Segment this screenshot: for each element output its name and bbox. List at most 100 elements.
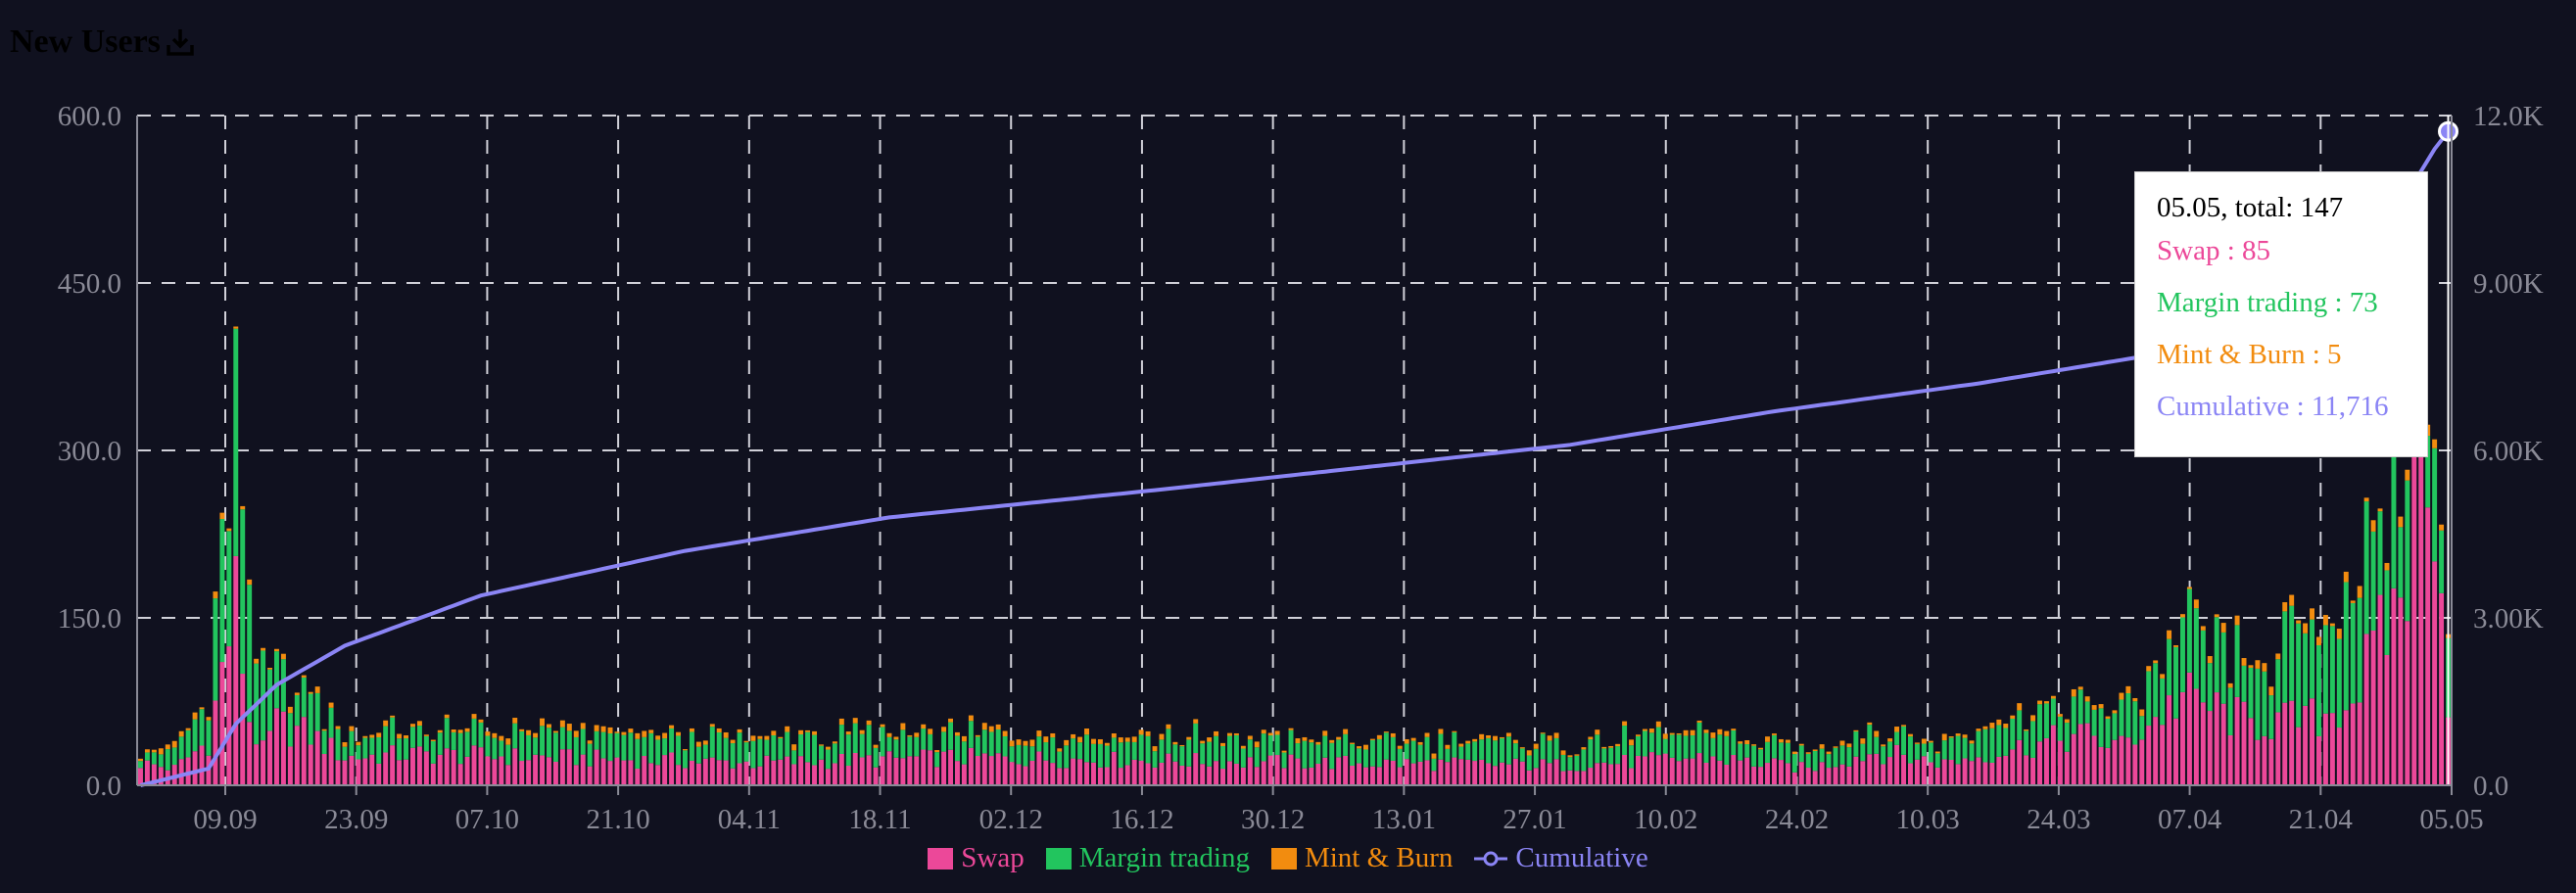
bar-swap [2384,654,2390,785]
bar-mint-burn [1696,720,1702,723]
bar-mint-burn [961,735,967,742]
bar-swap [1383,759,1389,785]
bar-swap [1758,767,1764,785]
bar-margin-trading [2282,611,2288,703]
bar-margin-trading [444,718,450,749]
bar-swap [383,752,389,785]
bar-swap [2370,631,2376,785]
bar-mint-burn [1710,732,1716,738]
legend-item-swap[interactable]: Swap [928,842,1025,874]
bar-swap [356,759,361,785]
bar-mint-burn [505,738,511,745]
bar-swap [1111,751,1117,785]
bar-margin-trading [642,736,647,757]
tooltip-mint: Mint & Burn : 5 [2157,339,2342,370]
bar-mint-burn [2119,692,2124,700]
bar-margin-trading [1636,735,1641,756]
bar-margin-trading [743,742,749,762]
bar-mint-burn [968,715,974,722]
bar-mint-burn [1601,746,1607,749]
bar-mint-burn [1887,738,1893,742]
bar-mint-burn [1057,748,1063,752]
bar-mint-burn [2329,623,2335,627]
bar-margin-trading [1438,733,1444,760]
bar-mint-burn [975,734,980,737]
bar-mint-burn [2214,614,2219,618]
legend-item-margin[interactable]: Margin trading [1045,842,1250,874]
bar-margin-trading [2220,632,2226,704]
bar-mint-burn [1778,738,1784,743]
bar-margin-trading [1833,747,1838,768]
bar-mint-burn [838,718,844,726]
bar-swap [1724,764,1730,785]
bar-swap [812,765,817,785]
bar-swap [2119,735,2124,785]
bar-margin-trading [995,728,1001,754]
bar-mint-burn [655,735,661,740]
bar-swap [1357,763,1361,785]
bar-swap [2363,634,2369,785]
bar-margin-trading [138,761,143,769]
download-icon[interactable] [165,26,196,58]
bar-swap [886,751,892,785]
bar-mint-burn [1281,750,1287,753]
bar-swap [2098,746,2104,785]
legend-item-cumulative[interactable]: Cumulative [1474,842,1648,874]
bar-mint-burn [2077,686,2083,690]
y-right-tick-label: 9.00K [2473,268,2544,300]
bar-margin-trading [614,732,620,758]
bar-mint-burn [2193,599,2199,609]
bar-swap [1309,767,1314,785]
bar-margin-trading [723,737,729,761]
bar-margin-trading [362,737,368,759]
bar-swap [1390,760,1396,785]
bar-mint-burn [1751,744,1757,746]
chart-title: New Users [10,24,161,60]
bar-margin-trading [1376,738,1382,768]
x-tick-label: 21.10 [586,804,649,835]
bar-mint-burn [1431,753,1437,759]
bar-swap [2105,747,2111,785]
bar-margin-trading [1601,748,1607,763]
bar-swap [2405,621,2410,785]
bar-swap [2241,701,2247,785]
bar-mint-burn [1724,730,1730,736]
bar-margin-trading [1404,743,1409,760]
bar-mint-burn [695,741,701,747]
bar-mint-burn [369,734,375,738]
bar-mint-burn [1819,744,1825,749]
bar-margin-trading [1934,753,1940,768]
bar-margin-trading [2432,447,2438,562]
x-tick-label: 02.12 [979,804,1043,835]
bar-mint-burn [621,731,627,735]
bar-margin-trading [2119,699,2124,736]
bar-mint-burn [1574,754,1580,756]
bar-margin-trading [390,717,396,746]
bar-swap [342,760,348,785]
bar-mint-burn [1309,739,1314,743]
bar-margin-trading [2139,716,2145,740]
legend-label-cumulative: Cumulative [1515,842,1648,873]
bar-mint-burn [478,719,484,723]
bar-margin-trading [240,509,246,675]
bar-margin-trading [1138,734,1144,761]
bar-mint-burn [1369,738,1375,740]
bar-margin-trading [267,669,272,731]
bar-swap [2418,273,2424,785]
legend-item-mint[interactable]: Mint & Burn [1270,842,1453,874]
bar-swap [1703,762,1709,785]
bar-swap [1805,768,1811,785]
bar-margin-trading [2084,701,2090,724]
bar-swap [240,674,246,785]
x-tick-label: 21.04 [2289,804,2354,835]
bar-mint-burn [267,667,272,670]
bar-mint-burn [2255,660,2261,669]
bar-swap [314,730,320,785]
bar-margin-trading [369,737,375,755]
bar-mint-burn [444,714,450,719]
bar-margin-trading [1798,745,1804,763]
bar-margin-trading [1547,740,1552,764]
bar-mint-burn [764,735,770,740]
bar-margin-trading [2125,693,2131,738]
bar-swap [1452,757,1457,785]
